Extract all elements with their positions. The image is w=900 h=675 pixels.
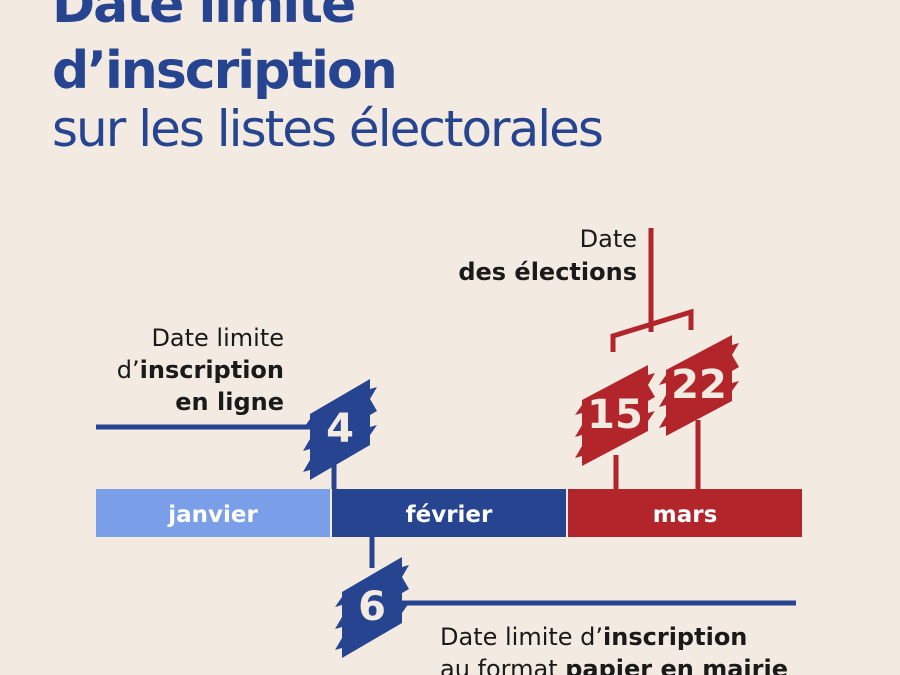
month-bar-janvier xyxy=(96,489,330,537)
day-15: 15 xyxy=(587,392,643,438)
title-line-2: d’inscription xyxy=(52,41,396,101)
elections-connector xyxy=(610,228,701,489)
badge-day-4: 4 xyxy=(303,379,377,480)
paper-deadline-label: Date limite d’inscription au format papi… xyxy=(440,623,788,675)
day-6: 6 xyxy=(358,584,386,630)
svg-text:des élections: des élections xyxy=(458,258,637,286)
svg-text:d’inscription: d’inscription xyxy=(117,356,284,384)
month-bar-fevrier xyxy=(332,489,566,537)
badge-day-22: 22 xyxy=(659,335,739,436)
svg-text:au format papier en mairie: au format papier en mairie xyxy=(440,655,788,675)
svg-text:Date: Date xyxy=(580,225,637,253)
badge-day-15: 15 xyxy=(575,365,655,466)
month-bar-mars xyxy=(568,489,802,537)
title-line-1: Date limite xyxy=(52,0,354,35)
month-label-fevrier: février xyxy=(406,502,493,528)
day-22: 22 xyxy=(671,362,727,408)
month-label-janvier: janvier xyxy=(167,502,258,528)
svg-text:en ligne: en ligne xyxy=(175,388,284,416)
svg-text:Date limite: Date limite xyxy=(151,324,284,352)
title-line-3: sur les listes électorales xyxy=(52,100,602,158)
month-label-mars: mars xyxy=(653,502,718,528)
badge-day-6: 6 xyxy=(335,557,409,658)
day-4: 4 xyxy=(326,406,354,452)
online-deadline-label: Date limite d’inscription en ligne xyxy=(117,324,284,416)
elections-label: Date des élections xyxy=(458,225,637,286)
svg-text:Date limite d’inscription: Date limite d’inscription xyxy=(440,623,747,651)
